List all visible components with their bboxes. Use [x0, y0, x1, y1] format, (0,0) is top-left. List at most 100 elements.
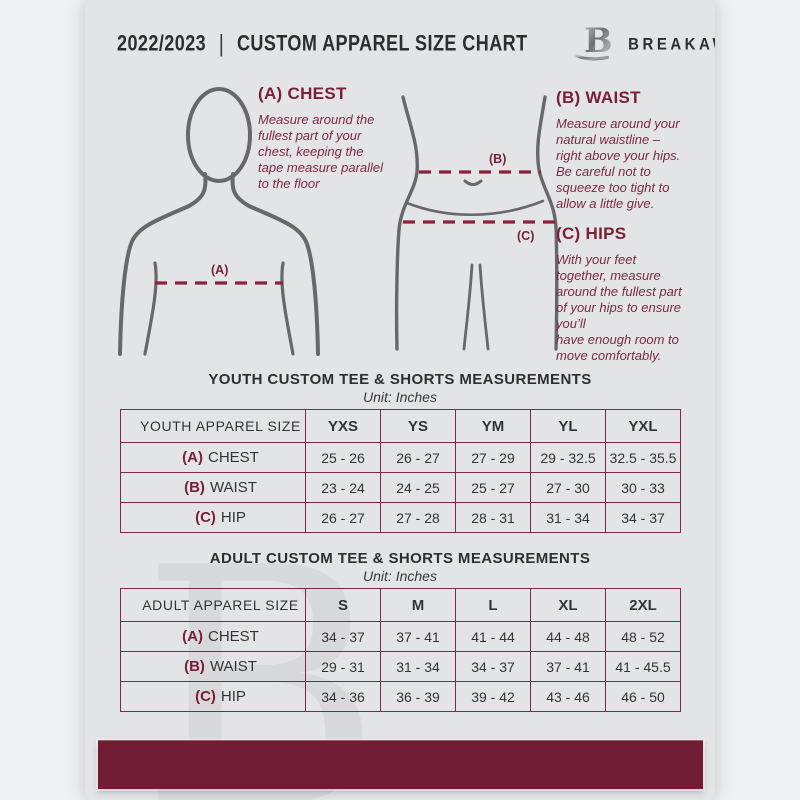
divider-bar: | [218, 29, 225, 58]
cell-value: 34 - 37 [605, 502, 681, 533]
adult-table-title: ADULT CUSTOM TEE & SHORTS MEASUREMENTS [209, 550, 591, 567]
size-col-yxs: YXS [305, 409, 381, 443]
cell-value: 41 - 45.5 [605, 651, 681, 682]
youth-table-title: YOUTH CUSTOM TEE & SHORTS MEASUREMENTS [208, 371, 592, 388]
page-title: CUSTOM APPAREL SIZE CHART [236, 31, 528, 56]
row-prefix: (B) [184, 479, 205, 496]
right-leg-line [478, 263, 490, 351]
guide-section-waist: (B) WAIST Measure around your natural wa… [556, 88, 714, 212]
cell-value: 29 - 31 [305, 651, 381, 682]
row-name: HIP [220, 688, 246, 705]
hips-heading: (C) HIPS [556, 224, 627, 243]
size-col-xl: XL [530, 588, 606, 622]
table-header-row: YOUTH APPAREL SIZE YXS YS YM YL YXL [120, 409, 681, 443]
table-row: (B) WAIST 23 - 24 24 - 25 25 - 27 27 - 30… [120, 472, 681, 503]
cell-value: 27 - 30 [530, 472, 606, 503]
masthead-title-group: 2022/2023 | CUSTOM APPAREL SIZE CHART [117, 30, 528, 59]
measurement-tables: YOUTH CUSTOM TEE & SHORTS MEASUREMENTS U… [120, 371, 681, 712]
footer-bar [98, 740, 703, 789]
cell-value: 48 - 52 [605, 621, 681, 652]
cell-value: 30 - 33 [605, 472, 681, 503]
svg-text:B: B [584, 20, 613, 60]
row-label-chest: (A) CHEST [120, 442, 306, 473]
masthead: 2022/2023 | CUSTOM APPAREL SIZE CHART B [117, 19, 715, 69]
cell-value: 26 - 27 [305, 502, 381, 533]
waist-marker-label: (B) [489, 152, 506, 166]
row-name: HIP [220, 509, 246, 526]
waist-description: Measure around your natural waistline – … [556, 116, 681, 211]
head-outline [186, 87, 252, 183]
cell-value: 27 - 28 [380, 502, 456, 533]
row-label-hip: (C) HIP [120, 502, 306, 533]
brand-name: BREAKAWAY [628, 34, 715, 54]
cell-value: 28 - 31 [455, 502, 531, 533]
breakaway-b-logo-icon: B [573, 19, 619, 69]
youth-table-unit: Unit: Inches [363, 389, 437, 405]
row-label-waist: (B) WAIST [120, 651, 306, 682]
guide-section-hips: (C) HIPS With your feet together, measur… [556, 224, 715, 364]
size-col-m: M [380, 588, 456, 622]
right-shoulder-line [230, 172, 320, 356]
chest-marker-label: (A) [211, 263, 228, 277]
table-row: (B) WAIST 29 - 31 31 - 34 34 - 37 37 - 41… [120, 651, 681, 682]
left-leg-line [462, 263, 474, 351]
cell-value: 26 - 27 [380, 442, 456, 473]
row-label-chest: (A) CHEST [120, 621, 306, 652]
cell-value: 25 - 26 [305, 442, 381, 473]
adult-table-group: ADULT CUSTOM TEE & SHORTS MEASUREMENTS U… [120, 550, 681, 712]
size-col-ym: YM [455, 409, 531, 443]
cell-value: 36 - 39 [380, 681, 456, 712]
size-col-2xl: 2XL [605, 588, 681, 622]
row-label-hip: (C) HIP [120, 681, 306, 712]
row-prefix: (C) [195, 509, 216, 526]
table-header-row: ADULT APPAREL SIZE S M L XL 2XL [120, 588, 681, 622]
cell-value: 24 - 25 [380, 472, 456, 503]
cell-value: 34 - 37 [305, 621, 381, 652]
hip-marker-label: (C) [517, 229, 534, 243]
cell-value: 31 - 34 [530, 502, 606, 533]
cell-value: 34 - 36 [305, 681, 381, 712]
season-label: 2022/2023 [117, 31, 207, 56]
row-prefix: (C) [195, 688, 216, 705]
torso-illustration: (A) [115, 86, 327, 361]
adult-table-unit: Unit: Inches [363, 568, 437, 584]
left-shoulder-line [118, 172, 208, 356]
row-name: CHEST [207, 628, 259, 645]
row-label-waist: (B) WAIST [120, 472, 306, 503]
row-prefix: (B) [184, 658, 205, 675]
cell-value: 37 - 41 [380, 621, 456, 652]
youth-table-group: YOUTH CUSTOM TEE & SHORTS MEASUREMENTS U… [120, 371, 681, 533]
cell-value: 27 - 29 [455, 442, 531, 473]
cell-value: 23 - 24 [305, 472, 381, 503]
adult-size-table: ADULT APPAREL SIZE S M L XL 2XL (A) CHEST… [120, 588, 681, 712]
navel-arc [463, 179, 483, 186]
size-col-l: L [455, 588, 531, 622]
table-row: (C) HIP 26 - 27 27 - 28 28 - 31 31 - 34 3… [120, 502, 681, 533]
right-body-line [535, 95, 559, 351]
cell-value: 46 - 50 [605, 681, 681, 712]
right-armpit-line [280, 261, 295, 356]
size-col-ys: YS [380, 409, 456, 443]
chest-description: Measure around the fullest part of your … [258, 112, 384, 191]
size-col-yxl: YXL [605, 409, 681, 443]
table-row: (C) HIP 34 - 36 36 - 39 39 - 42 43 - 46 4… [120, 681, 681, 712]
cell-value: 34 - 37 [455, 651, 531, 682]
table-row: (A) CHEST 25 - 26 26 - 27 27 - 29 29 - 32… [120, 442, 681, 473]
cell-value: 41 - 44 [455, 621, 531, 652]
cell-value: 43 - 46 [530, 681, 606, 712]
cell-value: 39 - 42 [455, 681, 531, 712]
left-body-line [394, 95, 419, 351]
cell-value: 37 - 41 [530, 651, 606, 682]
row-prefix: (A) [182, 449, 203, 466]
size-col-s: S [305, 588, 381, 622]
page-card: 2022/2023 | CUSTOM APPAREL SIZE CHART B [85, 0, 715, 800]
youth-size-table: YOUTH APPAREL SIZE YXS YS YM YL YXL (A) C… [120, 409, 681, 533]
youth-size-header: YOUTH APPAREL SIZE [120, 409, 306, 443]
size-col-yl: YL [530, 409, 606, 443]
waist-heading: (B) WAIST [556, 88, 641, 107]
hips-description: With your feet together, measure around … [556, 252, 682, 363]
row-name: WAIST [209, 658, 257, 675]
row-prefix: (A) [182, 628, 203, 645]
left-armpit-line [143, 261, 158, 356]
